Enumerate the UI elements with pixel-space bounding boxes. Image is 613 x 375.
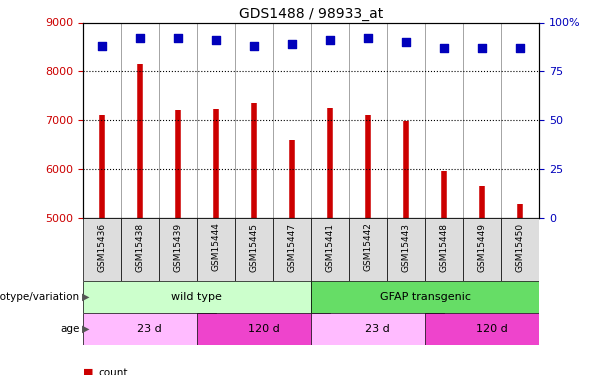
Point — [478, 45, 487, 51]
Text: genotype/variation: genotype/variation — [0, 292, 80, 302]
Bar — [463, 217, 501, 281]
Point — [440, 45, 449, 51]
Bar — [83, 217, 121, 281]
Bar — [425, 217, 463, 281]
Bar — [273, 217, 311, 281]
Text: 23 d: 23 d — [365, 324, 390, 334]
Point — [326, 37, 335, 43]
Point — [135, 35, 145, 41]
Text: GSM15444: GSM15444 — [211, 223, 221, 272]
Text: GSM15442: GSM15442 — [364, 223, 373, 272]
Text: 120 d: 120 d — [248, 324, 280, 334]
Bar — [121, 217, 159, 281]
Text: GSM15449: GSM15449 — [478, 223, 487, 272]
Text: GSM15436: GSM15436 — [97, 223, 106, 272]
Bar — [311, 313, 444, 345]
Text: 120 d: 120 d — [476, 324, 508, 334]
Text: GSM15438: GSM15438 — [135, 223, 144, 272]
Text: wild type: wild type — [172, 292, 223, 302]
Point — [97, 43, 107, 49]
Text: 23 d: 23 d — [137, 324, 162, 334]
Text: GSM15441: GSM15441 — [326, 223, 335, 272]
Text: count: count — [98, 368, 128, 375]
Bar — [425, 313, 558, 345]
Title: GDS1488 / 98933_at: GDS1488 / 98933_at — [239, 8, 383, 21]
Point — [364, 35, 373, 41]
Bar — [235, 217, 273, 281]
Point — [249, 43, 259, 49]
Bar — [159, 217, 197, 281]
Text: GSM15439: GSM15439 — [173, 223, 183, 272]
Point — [516, 45, 525, 51]
Text: GSM15448: GSM15448 — [440, 223, 449, 272]
Bar — [83, 313, 216, 345]
Bar — [501, 217, 539, 281]
Text: ■: ■ — [83, 368, 93, 375]
Text: age: age — [60, 324, 80, 334]
Text: ▶: ▶ — [82, 292, 89, 302]
Point — [211, 37, 221, 43]
Bar — [83, 281, 311, 313]
Bar — [349, 217, 387, 281]
Text: GSM15443: GSM15443 — [402, 223, 411, 272]
Text: GSM15450: GSM15450 — [516, 223, 525, 272]
Bar — [387, 217, 425, 281]
Bar — [311, 217, 349, 281]
Bar — [197, 313, 330, 345]
Text: ▶: ▶ — [82, 324, 89, 334]
Point — [173, 35, 183, 41]
Text: GSM15445: GSM15445 — [249, 223, 259, 272]
Bar — [197, 217, 235, 281]
Text: GSM15447: GSM15447 — [287, 223, 297, 272]
Point — [287, 41, 297, 47]
Bar — [311, 281, 539, 313]
Text: GFAP transgenic: GFAP transgenic — [380, 292, 471, 302]
Point — [402, 39, 411, 45]
